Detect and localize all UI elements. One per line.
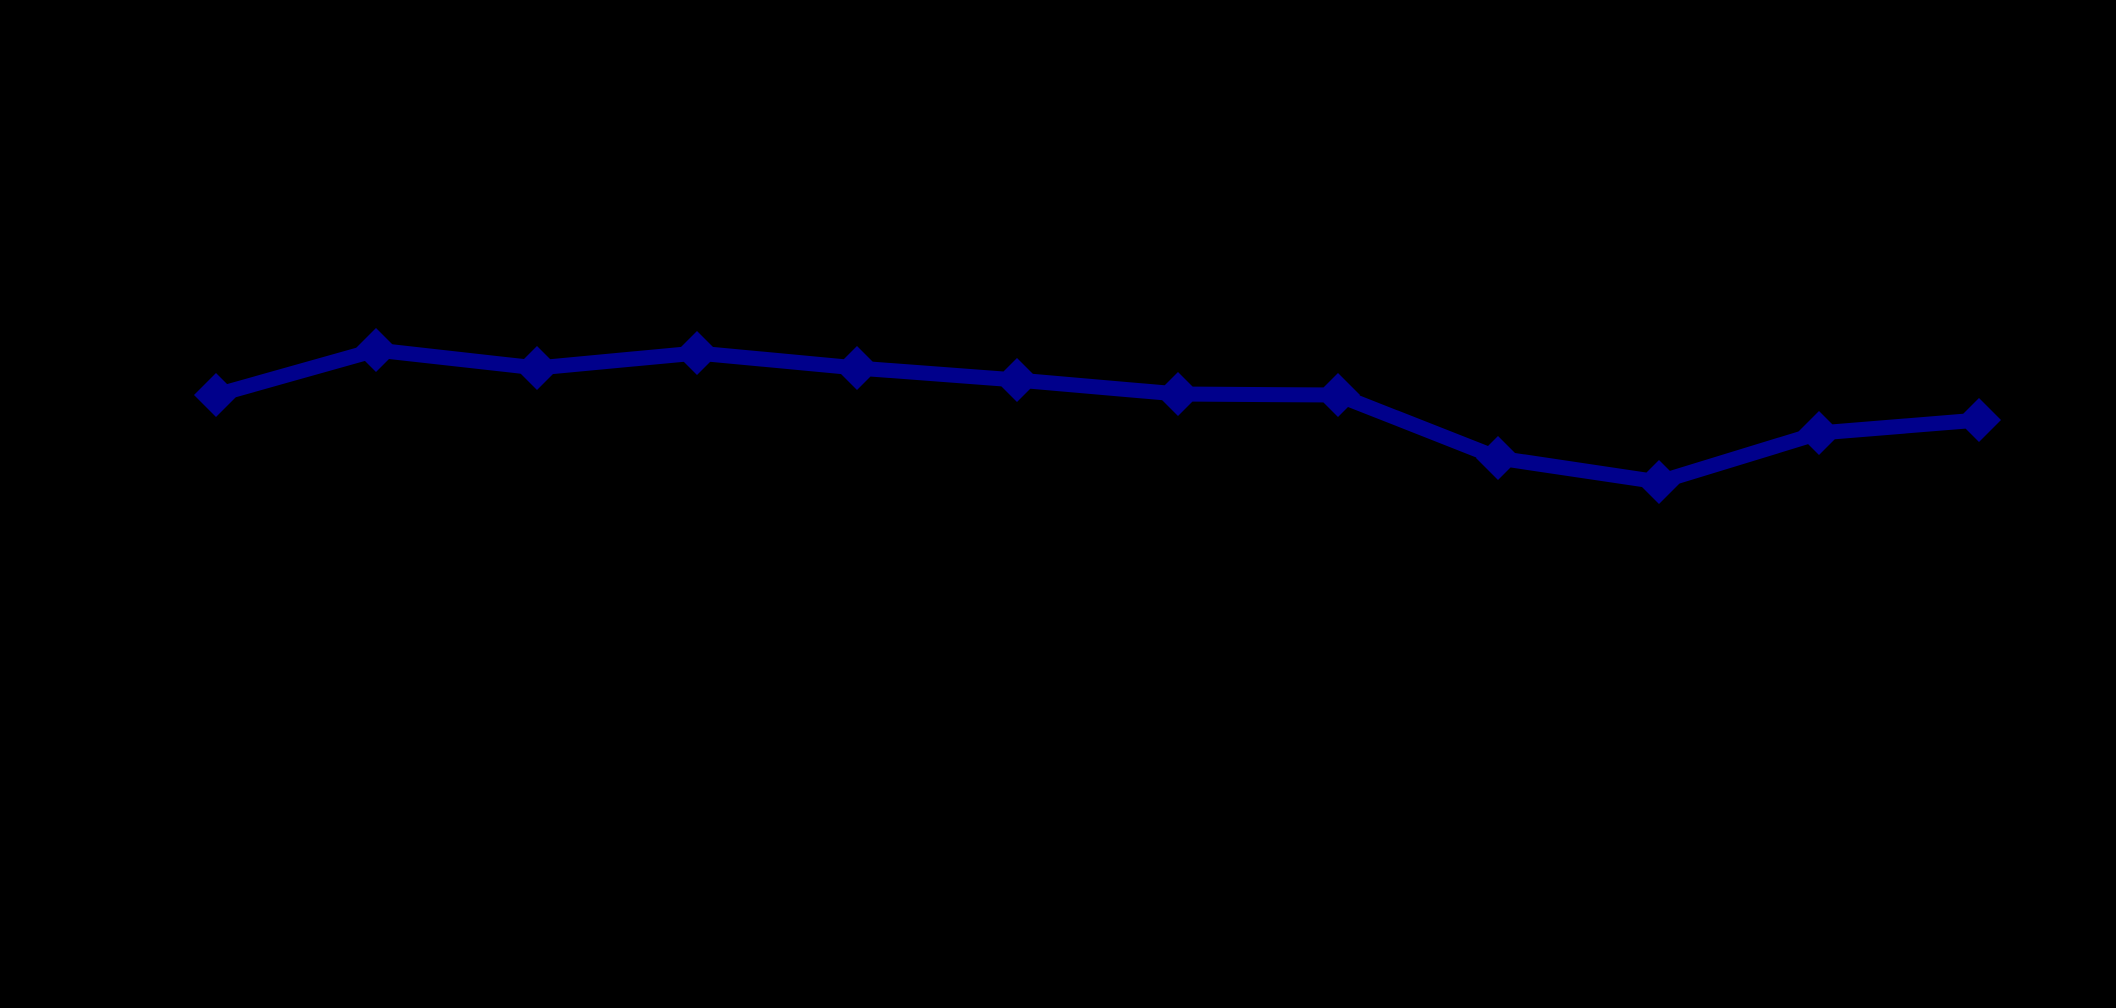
diamond-marker	[1637, 460, 1681, 504]
diamond-marker	[194, 373, 238, 417]
diamond-marker	[835, 346, 879, 390]
diamond-marker	[1316, 373, 1360, 417]
diamond-marker	[1957, 398, 2001, 442]
diamond-marker	[354, 328, 398, 372]
diamond-marker	[675, 331, 719, 375]
diamond-marker	[1156, 372, 1200, 416]
data-line	[213, 342, 1980, 490]
diamond-marker	[1476, 436, 1520, 480]
diamond-marker	[515, 346, 559, 390]
diamond-marker	[995, 358, 1039, 402]
diamond-marker	[1797, 411, 1841, 455]
